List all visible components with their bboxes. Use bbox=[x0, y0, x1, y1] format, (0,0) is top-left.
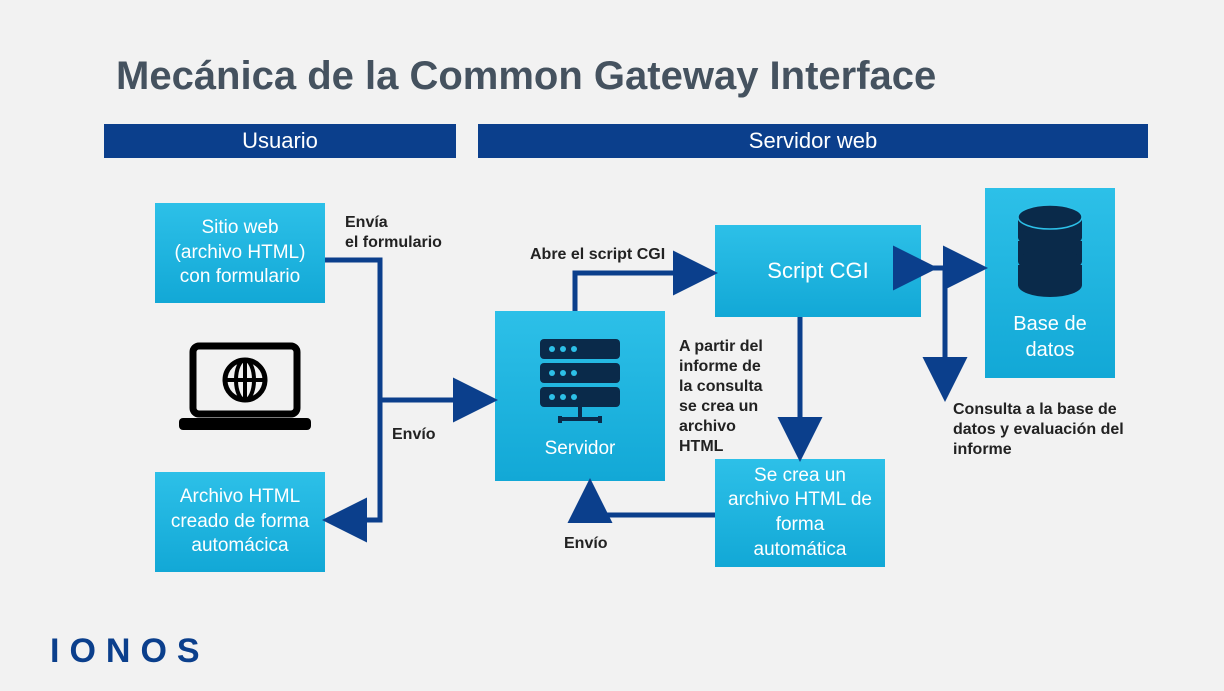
node-html-auto-server-label: Se crea un archivo HTML de forma automát… bbox=[728, 464, 872, 563]
node-database: Base de datos bbox=[985, 188, 1115, 378]
laptop-icon bbox=[175, 340, 315, 445]
database-icon bbox=[1010, 203, 1090, 303]
section-header-user-label: Usuario bbox=[242, 128, 318, 153]
annotation-envio-2: Envío bbox=[564, 534, 608, 554]
page-title: Mecánica de la Common Gateway Interface bbox=[116, 54, 936, 99]
section-header-server: Servidor web bbox=[478, 124, 1148, 158]
section-header-user: Usuario bbox=[104, 124, 456, 158]
annotation-envio-1: Envío bbox=[392, 425, 436, 445]
node-database-label: Base de datos bbox=[1013, 311, 1086, 363]
section-header-server-label: Servidor web bbox=[749, 128, 877, 153]
node-website: Sitio web (archivo HTML) con formulario bbox=[155, 203, 325, 303]
node-html-auto-server: Se crea un archivo HTML de forma automát… bbox=[715, 459, 885, 567]
annotation-open-script: Abre el script CGI bbox=[530, 245, 665, 265]
logo-ionos: IONOS bbox=[50, 632, 210, 671]
node-html-auto-user-label: Archivo HTML creado de forma automácica bbox=[171, 485, 309, 559]
node-servidor: Servidor bbox=[495, 311, 665, 481]
annotation-db-query: Consulta a la base de datos y evaluación… bbox=[953, 400, 1124, 460]
node-website-label: Sitio web (archivo HTML) con formulario bbox=[175, 216, 306, 290]
annotation-send-form: Envía el formulario bbox=[345, 213, 442, 253]
node-script-cgi-label: Script CGI bbox=[767, 257, 868, 286]
annotation-from-report: A partir del informe de la consulta se c… bbox=[679, 337, 763, 457]
node-html-auto-user: Archivo HTML creado de forma automácica bbox=[155, 472, 325, 572]
node-script-cgi: Script CGI bbox=[715, 225, 921, 317]
server-icon bbox=[530, 331, 630, 431]
node-servidor-label: Servidor bbox=[545, 437, 616, 462]
